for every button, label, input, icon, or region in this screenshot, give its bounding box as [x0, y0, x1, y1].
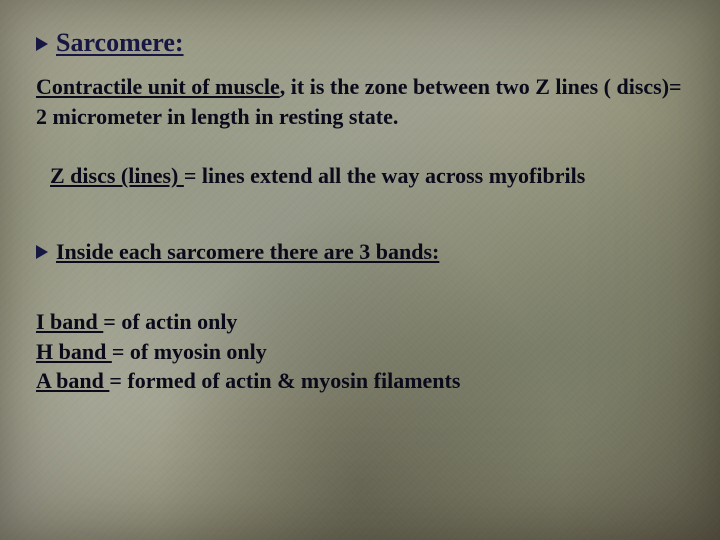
band-label: H band: [36, 339, 112, 364]
subheading: Inside each sarcomere there are 3 bands:: [56, 239, 439, 265]
band-label: A band: [36, 368, 109, 393]
definition-paragraph: Contractile unit of muscle, it is the zo…: [36, 72, 684, 131]
band-desc: = of actin only: [103, 309, 237, 334]
chevron-right-icon: [36, 245, 48, 259]
zdiscs-rest: = lines extend all the way across myofib…: [184, 163, 585, 188]
band-item: A band = formed of actin & myosin filame…: [36, 366, 684, 396]
bands-list: I band = of actin only H band = of myosi…: [36, 307, 684, 396]
slide-content: Sarcomere: Contractile unit of muscle, i…: [36, 28, 684, 396]
slide: Sarcomere: Contractile unit of muscle, i…: [0, 0, 720, 540]
band-desc: = of myosin only: [112, 339, 267, 364]
slide-title: Sarcomere:: [56, 28, 184, 58]
title-row: Sarcomere:: [36, 28, 684, 58]
zdiscs-lead: Z discs (lines): [50, 163, 184, 188]
band-desc: = formed of actin & myosin filaments: [109, 368, 460, 393]
band-label: I band: [36, 309, 103, 334]
zdiscs-line: Z discs (lines) = lines extend all the w…: [36, 161, 684, 191]
band-item: I band = of actin only: [36, 307, 684, 337]
band-item: H band = of myosin only: [36, 337, 684, 367]
definition-lead: Contractile unit of muscle: [36, 74, 280, 99]
subheading-row: Inside each sarcomere there are 3 bands:: [36, 239, 684, 265]
chevron-right-icon: [36, 37, 48, 51]
